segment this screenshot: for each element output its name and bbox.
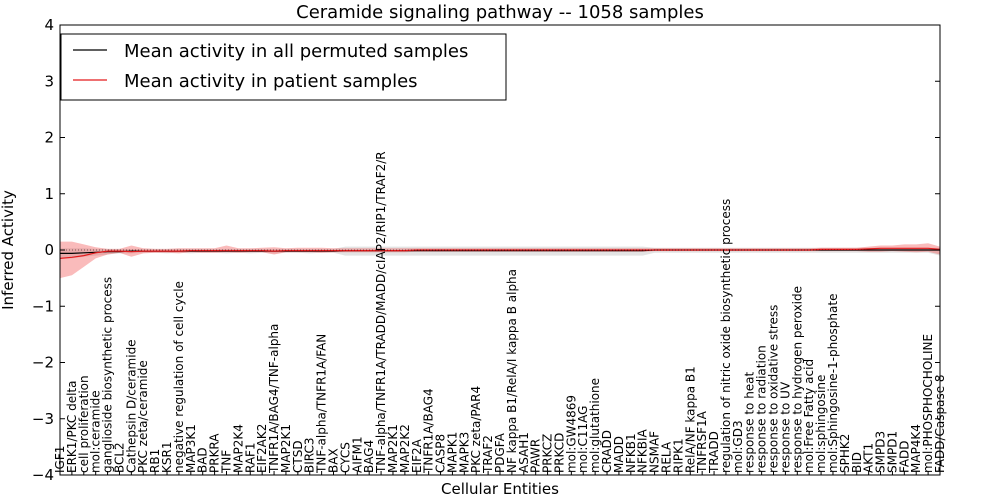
y-axis-label: Inferred Activity — [0, 190, 17, 310]
y-tick-label: −3 — [32, 410, 54, 428]
x-tick-label: PDGFA — [493, 432, 507, 473]
x-tick-label: mol:GW4869 — [564, 395, 578, 473]
x-tick-label: TNFR1A/BAG4/TNF-alpha — [267, 324, 281, 474]
x-tick-label: BAX — [327, 448, 341, 473]
x-tick-label: TNF — [220, 450, 234, 474]
x-tick-label: PKC zeta/PAR4 — [469, 386, 483, 473]
x-tick-label: MAP3K1 — [184, 424, 198, 473]
x-tick-label: PRKCZ — [541, 434, 555, 473]
y-tick-label: −2 — [32, 354, 54, 372]
x-axis-label: Cellular Entities — [441, 480, 559, 498]
legend-label-permuted: Mean activity in all permuted samples — [124, 41, 468, 62]
legend-label-patient: Mean activity in patient samples — [124, 71, 418, 92]
series-lines — [59, 247, 941, 259]
x-tick-label: IGF1 — [53, 446, 67, 473]
y-tick-label: 2 — [44, 129, 54, 147]
x-tick-label: CRADD — [600, 430, 614, 473]
x-tick-label: AIFM1 — [350, 436, 364, 473]
x-tick-label: CYCS — [338, 442, 352, 473]
x-tick-label: FADD — [897, 440, 911, 473]
legend-box — [60, 33, 507, 101]
x-tick-label: negative regulation of cell cycle — [172, 281, 186, 473]
x-tick-label: MAP2K1 — [279, 424, 293, 473]
x-tick-label: RB1 — [148, 449, 162, 473]
x-tick-label: MADD — [612, 436, 626, 473]
x-tick-label: response to radiation — [755, 345, 769, 473]
x-tick-label: mol:glutathione — [588, 378, 602, 473]
x-tick-label: CTSD — [291, 440, 305, 473]
x-tick-label: PRKRA — [208, 433, 222, 473]
x-tick-label: BIRC3 — [303, 437, 317, 473]
x-tick-label: PAWR — [529, 439, 543, 473]
x-tick-label: Cathepsin D/ceramide — [124, 339, 138, 473]
x-tick-label: mol:PHOSPHOCHOLINE — [921, 334, 935, 473]
x-tick-label: mol:ceramide — [89, 390, 103, 473]
x-tick-label: mol:Free Fatty acid — [802, 359, 816, 473]
x-tick-label: cell proliferation — [77, 375, 91, 473]
x-tick-label: mol:C11AG — [576, 406, 590, 473]
x-tick-label: MAP4K4 — [909, 424, 923, 473]
x-tick-label: regulation of nitric oxide biosynthetic … — [719, 199, 733, 473]
x-tick-label: response to heat — [743, 371, 757, 473]
x-tick-label: TNFRSF1A — [695, 410, 709, 474]
x-tick-label: response to oxidative stress — [767, 305, 781, 473]
y-tick-label: 3 — [44, 72, 54, 90]
x-tick-label: BAG4 — [362, 440, 376, 473]
x-tick-label: RAF1 — [243, 442, 257, 473]
x-tick-label: NSMAF — [648, 431, 662, 473]
x-tick-label: RIPK1 — [671, 438, 685, 473]
x-tick-label: response to hydrogen peroxide — [790, 286, 804, 473]
x-tick-label: BID — [850, 452, 864, 473]
x-tick-label: mol:sphingosine — [814, 375, 828, 473]
x-tick-label: MAP2K4 — [231, 424, 245, 473]
x-tick-label: NF kappa B1/RelA/I kappa B alpha — [505, 269, 519, 473]
chart-title: Ceramide signaling pathway -- 1058 sampl… — [296, 2, 704, 23]
x-tick-label: TRAF2 — [481, 435, 495, 474]
x-tick-label: EIF2AK2 — [255, 424, 269, 473]
y-axis: −4 −3 −2 −1 0 1 2 3 4 — [32, 16, 940, 484]
x-tick-label: mol:GD3 — [731, 420, 745, 473]
x-tick-label: MAP2K2 — [398, 424, 412, 473]
y-tick-label: 1 — [44, 185, 54, 203]
legend: Mean activity in all permuted samples Me… — [60, 33, 507, 101]
line-patient — [59, 247, 941, 259]
x-tick-label: RelA/NF kappa B1 — [683, 366, 697, 473]
x-tick-label: PRKCD — [553, 433, 567, 473]
x-tick-label: MAPK1 — [445, 432, 459, 473]
x-tick-label: SPHK2 — [838, 434, 852, 473]
x-tick-label: mol:Sphingosine-1-phosphate — [826, 294, 840, 474]
x-tick-label: BCL2 — [113, 442, 127, 473]
x-tick-label: MAP2K1 — [386, 424, 400, 473]
x-tick-label: SMPD1 — [885, 431, 899, 473]
y-tick-label: −1 — [32, 297, 54, 315]
x-tick-label: CASP8 — [434, 434, 448, 473]
x-tick-label: BAD — [196, 447, 210, 473]
x-tick-label: ERK1/PKC delta — [65, 380, 79, 473]
x-tick-label: EIF2A — [410, 438, 424, 473]
confidence-bands — [60, 241, 940, 279]
x-tick-label: ganglioside biosynthetic process — [101, 277, 115, 473]
x-tick-label: TNF-alpha/TNFR1A/FAN — [315, 334, 329, 474]
x-tick-label: SMPD3 — [874, 431, 888, 473]
x-tick-label: NFKB1 — [624, 433, 638, 473]
x-tick-label: RELA — [660, 441, 674, 473]
x-tick-label: FADD/Caspase 8 — [933, 374, 947, 473]
x-tick-label: PKC zeta/ceramide — [136, 360, 150, 473]
y-tick-label: 4 — [44, 16, 54, 34]
x-tick-label: TRADD — [707, 431, 721, 474]
x-tick-label: NFKBIA — [636, 428, 650, 473]
x-tick-label: TNFR1A/BAG4 — [422, 388, 436, 474]
x-tick-label: AKT1 — [862, 443, 876, 473]
x-tick-label: TNF-alpha/TNFR1A/TRADD/MADD/cIAP2/RIP1/T… — [374, 151, 388, 474]
y-tick-label: −4 — [32, 466, 54, 484]
x-tick-label: ASAH1 — [517, 432, 531, 473]
x-tick-label: KSR1 — [160, 442, 174, 473]
y-tick-label: 0 — [44, 241, 54, 259]
x-tick-label: MAPK3 — [457, 432, 471, 473]
x-tick-label: response to UV — [778, 381, 792, 473]
